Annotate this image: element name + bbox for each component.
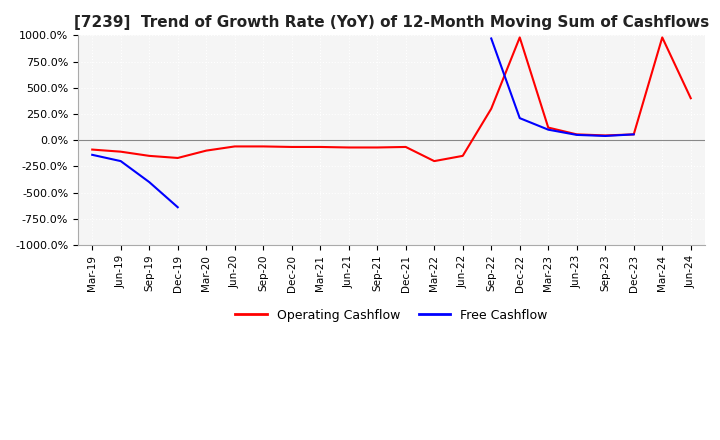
Legend: Operating Cashflow, Free Cashflow: Operating Cashflow, Free Cashflow	[230, 304, 552, 327]
Title: [7239]  Trend of Growth Rate (YoY) of 12-Month Moving Sum of Cashflows: [7239] Trend of Growth Rate (YoY) of 12-…	[74, 15, 709, 30]
